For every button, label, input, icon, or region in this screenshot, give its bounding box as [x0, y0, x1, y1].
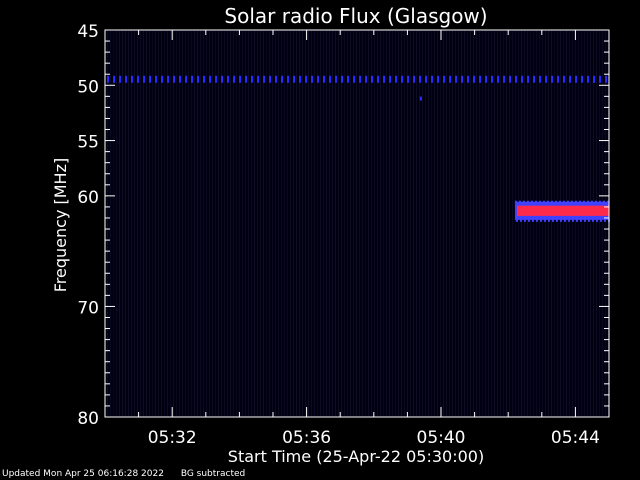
emission-band [514, 200, 610, 222]
y-tick-label: 50 [77, 77, 99, 97]
y-tick-label: 60 [77, 188, 99, 208]
y-tick-label: 70 [77, 298, 99, 318]
y-tick-label: 80 [77, 409, 99, 429]
x-axis-label: Start Time (25-Apr-22 05:30:00) [228, 447, 484, 466]
x-tick-label: 05:44 [551, 428, 600, 448]
updated-timestamp: Updated Mon Apr 25 06:16:28 2022 [2, 469, 164, 479]
y-tick-label: 45 [77, 22, 99, 42]
y-axis-label: Frequency [MHz] [51, 158, 70, 292]
constant-emission-line [107, 75, 607, 83]
footer: Updated Mon Apr 25 06:16:28 2022 BG subt… [2, 469, 259, 479]
chart-title: Solar radio Flux (Glasgow) [224, 4, 487, 28]
emission-point [419, 96, 422, 101]
noise-texture [107, 30, 609, 417]
x-tick-label: 05:32 [148, 428, 197, 448]
bg-subtracted-note: BG subtracted [180, 469, 246, 479]
x-tick-label: 05:40 [417, 428, 466, 448]
x-tick-label: 05:36 [282, 428, 331, 448]
y-tick-label: 55 [77, 133, 99, 153]
plot-frame [104, 29, 610, 418]
